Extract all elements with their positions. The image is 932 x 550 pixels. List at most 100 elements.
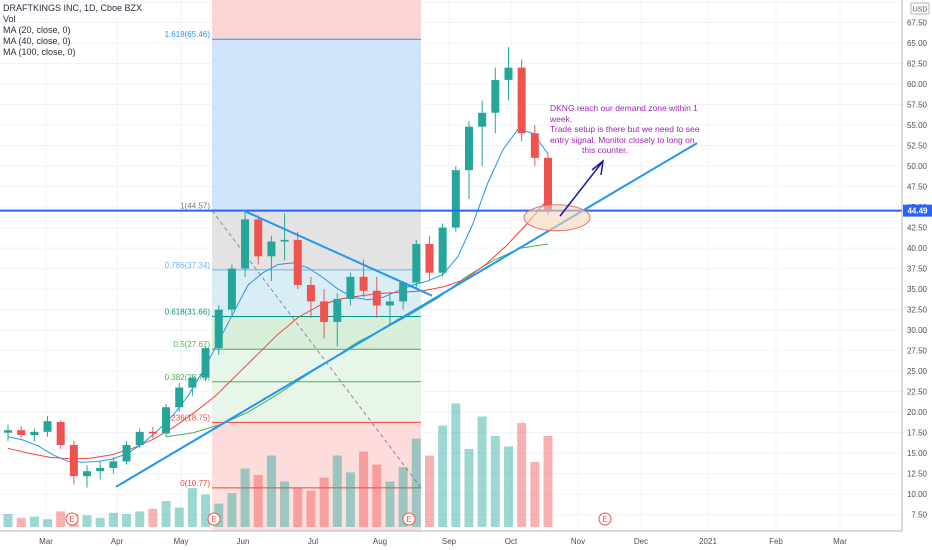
- price-tick-label: 55.00: [907, 121, 928, 130]
- candle-body: [17, 430, 26, 436]
- volume-bar: [3, 514, 13, 527]
- volume-bar: [266, 455, 276, 527]
- candle-body: [30, 431, 39, 436]
- earnings-marker[interactable]: [598, 512, 612, 526]
- volume-bar: [503, 446, 513, 527]
- up-arrow-line[interactable]: [559, 160, 604, 217]
- volume-bar: [530, 462, 540, 527]
- price-axis-bg: [902, 0, 932, 550]
- price-tick-label: 40.00: [907, 244, 928, 253]
- earnings-marker-label: E: [602, 515, 607, 524]
- fib-zone: [212, 316, 421, 350]
- price-tick-label: 47.50: [907, 183, 928, 192]
- trade-note-line: week.: [550, 113, 573, 124]
- volume-bar: [385, 481, 395, 527]
- time-tick-label: Nov: [571, 537, 585, 546]
- ascending-trendline[interactable]: [115, 142, 698, 488]
- volume-bar: [477, 416, 487, 527]
- candle-body: [83, 471, 92, 477]
- volume-bar: [345, 472, 355, 527]
- earnings-marker-label: E: [69, 515, 74, 524]
- volume-bar: [174, 507, 184, 527]
- volume-bar: [359, 451, 369, 527]
- volume-bar: [280, 481, 290, 527]
- volume-bar: [319, 477, 329, 527]
- price-tick-label: 65.00: [907, 39, 928, 48]
- time-tick-label: May: [173, 537, 188, 546]
- volume-bar: [82, 515, 92, 527]
- candle-body: [372, 290, 381, 306]
- time-tick-label: Sep: [442, 537, 457, 546]
- candle-body: [385, 301, 394, 306]
- earnings-marker[interactable]: [207, 512, 221, 526]
- candle-body: [122, 444, 131, 462]
- candle-body: [227, 268, 236, 310]
- candle-body: [293, 239, 302, 286]
- time-tick-label: Jun: [237, 537, 250, 546]
- volume-bar: [438, 425, 448, 527]
- volume-bar: [451, 403, 461, 527]
- price-tick-label: 50.00: [907, 162, 928, 171]
- trade-note[interactable]: DKNG reach our demand zone within 1 week…: [550, 103, 700, 156]
- candle-body: [96, 467, 105, 472]
- fib-zone: [212, 349, 421, 382]
- candle-body: [530, 133, 539, 158]
- earnings-marker[interactable]: [402, 512, 416, 526]
- fib-level-label: 0.382(23.70): [165, 373, 211, 382]
- price-tick-label: 25.00: [907, 367, 928, 376]
- time-tick-label: Jul: [308, 537, 318, 546]
- volume-bar: [227, 493, 237, 527]
- fib-level-label: 0.618(31.66): [165, 308, 211, 317]
- volume-bar: [122, 514, 132, 527]
- candle-body: [306, 285, 315, 302]
- candle-body: [504, 67, 513, 80]
- volume-bar: [293, 488, 303, 527]
- earnings-marker-label: E: [211, 515, 216, 524]
- fib-level-label: 1(44.57): [180, 202, 210, 211]
- volume-bar: [240, 468, 250, 527]
- price-tick-label: 30.00: [907, 326, 928, 335]
- volume-bar: [424, 455, 434, 527]
- price-tick-label: 27.50: [907, 347, 928, 356]
- candle-body: [451, 170, 460, 228]
- candle-body: [69, 444, 78, 477]
- time-axis-bg: [0, 531, 932, 550]
- price-tick-label: 15.00: [907, 449, 928, 458]
- volume-bar: [135, 511, 145, 527]
- price-tick-label: 17.50: [907, 429, 928, 438]
- candle-body: [214, 309, 223, 349]
- candle-body: [254, 219, 263, 257]
- candle-body: [109, 461, 118, 468]
- volume-bar: [95, 517, 105, 527]
- candle-body: [56, 422, 65, 445]
- time-tick-label: 2021: [699, 537, 717, 546]
- volume-bar: [464, 449, 474, 527]
- candle-body: [333, 298, 342, 322]
- candle-body: [438, 227, 447, 273]
- volume-bar: [411, 438, 421, 527]
- fib-level-label: 0.5(27.67): [174, 340, 211, 349]
- descending-trendline[interactable]: [242, 209, 433, 297]
- trade-note-line: entry signal. Monitor closely to long on: [550, 134, 695, 145]
- trade-note-line: this counter.: [582, 145, 628, 155]
- currency-badge[interactable]: [910, 2, 930, 15]
- fib-zone: [212, 39, 421, 211]
- candle-body: [320, 301, 329, 322]
- volume-bar: [108, 512, 118, 527]
- fib-zone: [212, 422, 421, 488]
- time-tick-label: Mar: [833, 537, 847, 546]
- volume-bar: [43, 519, 53, 527]
- price-tick-label: 37.50: [907, 265, 928, 274]
- candle-body: [162, 407, 171, 434]
- price-tick-label: 62.50: [907, 60, 928, 69]
- volume-bar: [187, 488, 197, 527]
- last-price-label: 44.49: [907, 207, 928, 216]
- up-arrow-head: [591, 159, 605, 176]
- candle-body: [464, 126, 473, 171]
- earnings-marker[interactable]: [65, 512, 79, 526]
- earnings-marker-label: E: [406, 515, 411, 524]
- volume-bar: [16, 517, 26, 527]
- demand-zone-ellipse[interactable]: [523, 204, 591, 232]
- volume-bar: [161, 501, 171, 527]
